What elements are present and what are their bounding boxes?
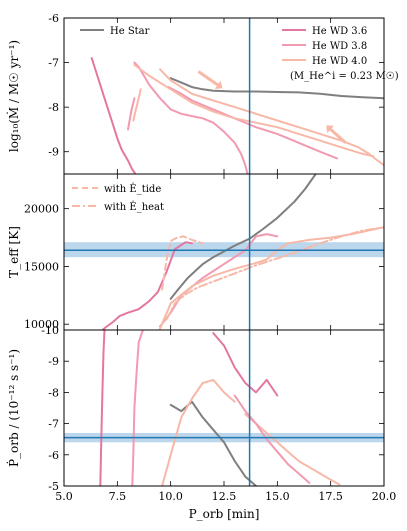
series-group — [90, 57, 384, 174]
x-tick-label: 12.5 — [212, 490, 237, 503]
series-group — [99, 330, 341, 486]
panel-3: -5 -6 -7 -8 -9 -10 5.0 7.5 10.0 12.5 15.0 17.5 20.0 Ṗ… — [6, 324, 396, 521]
series-line-1 — [169, 400, 257, 486]
y-tick-label: -8 — [48, 386, 59, 399]
y-tick-label: -10 — [41, 324, 59, 337]
x-tick-label: 17.5 — [318, 490, 343, 503]
series-line-6 — [165, 226, 384, 321]
x-axis-label: P_orb [min] — [189, 507, 260, 521]
series-line-8 — [127, 97, 136, 131]
y-tick-label: -9 — [48, 146, 59, 159]
y-tick-label: -5 — [48, 480, 59, 493]
direction-arrowhead — [214, 80, 223, 89]
direction-arrowhead — [326, 125, 335, 134]
x-tick-label: 7.5 — [109, 490, 127, 503]
y-tick-label: -9 — [48, 355, 59, 368]
series-line-2 — [90, 57, 137, 174]
y-axis-label: log₁₀(Ṁ / M☉ yr⁻¹) — [6, 40, 21, 152]
x-tick-label: 5.0 — [55, 490, 73, 503]
legend-label: with Ė_heat — [104, 201, 164, 213]
series-line-5 — [244, 413, 341, 486]
y-tick-label: -7 — [48, 57, 59, 70]
series-line-1 — [169, 77, 384, 100]
legend-label: He WD 4.0 — [312, 56, 367, 67]
series-line-3 — [133, 61, 249, 174]
series-line-1 — [169, 174, 317, 300]
series-line-3 — [131, 330, 144, 486]
series-line-7 — [233, 394, 311, 484]
y-axis-label: T_eff [K] — [7, 226, 21, 278]
y-tick-label: -8 — [48, 101, 59, 114]
y-tick-label: 10000 — [24, 318, 59, 331]
x-tick-label: 10.0 — [158, 490, 183, 503]
y-tick-label: -6 — [48, 12, 59, 25]
series-group — [101, 174, 384, 330]
series-line-6 — [133, 63, 375, 158]
y-tick-label: 15000 — [24, 260, 59, 273]
y-tick-label: -7 — [48, 418, 59, 431]
series-line-6 — [212, 332, 279, 397]
series-line-5 — [161, 235, 204, 291]
direction-arrow — [329, 128, 347, 144]
legend-label: He WD 3.6 — [312, 26, 367, 37]
series-line-2 — [101, 241, 193, 330]
series-line-7 — [132, 88, 142, 122]
y-tick-label: 20000 — [24, 203, 59, 216]
series-line-4 — [159, 68, 384, 167]
y-axis-label: Ṗ_orb / (10⁻¹² s s⁻¹) — [6, 349, 21, 467]
panel-frame — [63, 329, 385, 487]
legend-label: with Ė_tide — [104, 183, 161, 195]
y-tick-label: -6 — [48, 449, 59, 462]
panel-1: -9 -8 -7 -6 log₁₀(Ṁ / M☉ yr⁻¹) He Star He WD 3… — [6, 12, 399, 175]
legend-label: He Star — [110, 26, 150, 37]
legend-label: He WD 3.8 — [312, 41, 367, 52]
series-line-5 — [167, 86, 339, 160]
series-line-3 — [159, 233, 279, 328]
series-line-4 — [159, 226, 384, 330]
series-line-4 — [161, 378, 236, 486]
legend-label: (M_He^i = 0.23 M☉) — [290, 71, 399, 82]
direction-arrow — [197, 70, 219, 87]
x-tick-label: 15.0 — [265, 490, 290, 503]
x-tick-label: 20.0 — [372, 490, 397, 503]
series-line-2 — [99, 330, 106, 486]
